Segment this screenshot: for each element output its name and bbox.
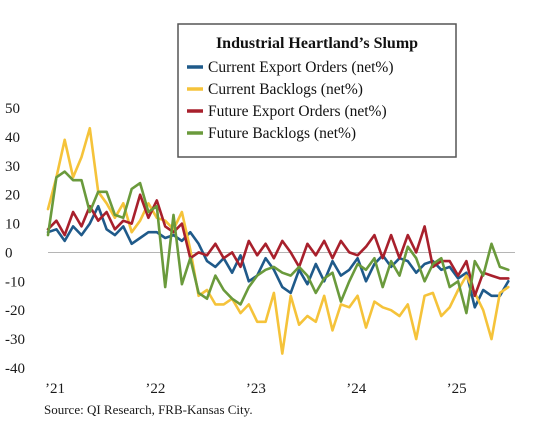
y-tick-label: 50: [5, 101, 20, 117]
legend-label: Current Export Orders (net%): [208, 59, 394, 76]
y-tick-label: 30: [5, 159, 20, 175]
y-tick-label: 40: [5, 130, 20, 146]
series-line-2: [46, 126, 510, 355]
x-tick-label: ’25: [447, 381, 467, 397]
x-tick-label: ’21: [45, 381, 65, 397]
series-line-3: [46, 193, 510, 298]
y-tick-label: -30: [5, 332, 25, 348]
series-line-1: [46, 204, 510, 309]
y-tick-label: 0: [5, 245, 13, 261]
series-line-4: [46, 170, 510, 315]
legend: Industrial Heartland’s Slump Current Exp…: [177, 23, 457, 158]
source-note: Source: QI Research, FRB-Kansas City.: [44, 402, 253, 417]
series-lines: [46, 126, 510, 355]
x-tick-label: ’24: [346, 381, 366, 397]
x-tick-label: ’22: [145, 381, 165, 397]
y-tick-label: 20: [5, 188, 20, 204]
axes: 50 40 30 20 10 0 -10 -20 -30 -40 ’21 ’22 ’23 ’24 ’25: [5, 101, 515, 397]
chart-title: Industrial Heartland’s Slump: [216, 35, 418, 52]
y-tick-label: -20: [5, 303, 25, 319]
y-tick-label: 10: [5, 217, 20, 233]
y-tick-label: -40: [5, 361, 25, 377]
legend-label: Future Backlogs (net%): [208, 125, 356, 142]
x-tick-label: ’23: [246, 381, 266, 397]
legend-label: Current Backlogs (net%): [208, 81, 363, 98]
legend-label: Future Export Orders (net%): [208, 103, 387, 120]
legend-items: Current Export Orders (net%) Current Back…: [187, 59, 394, 142]
y-tick-label: -10: [5, 274, 25, 290]
legend-box: [177, 23, 457, 158]
